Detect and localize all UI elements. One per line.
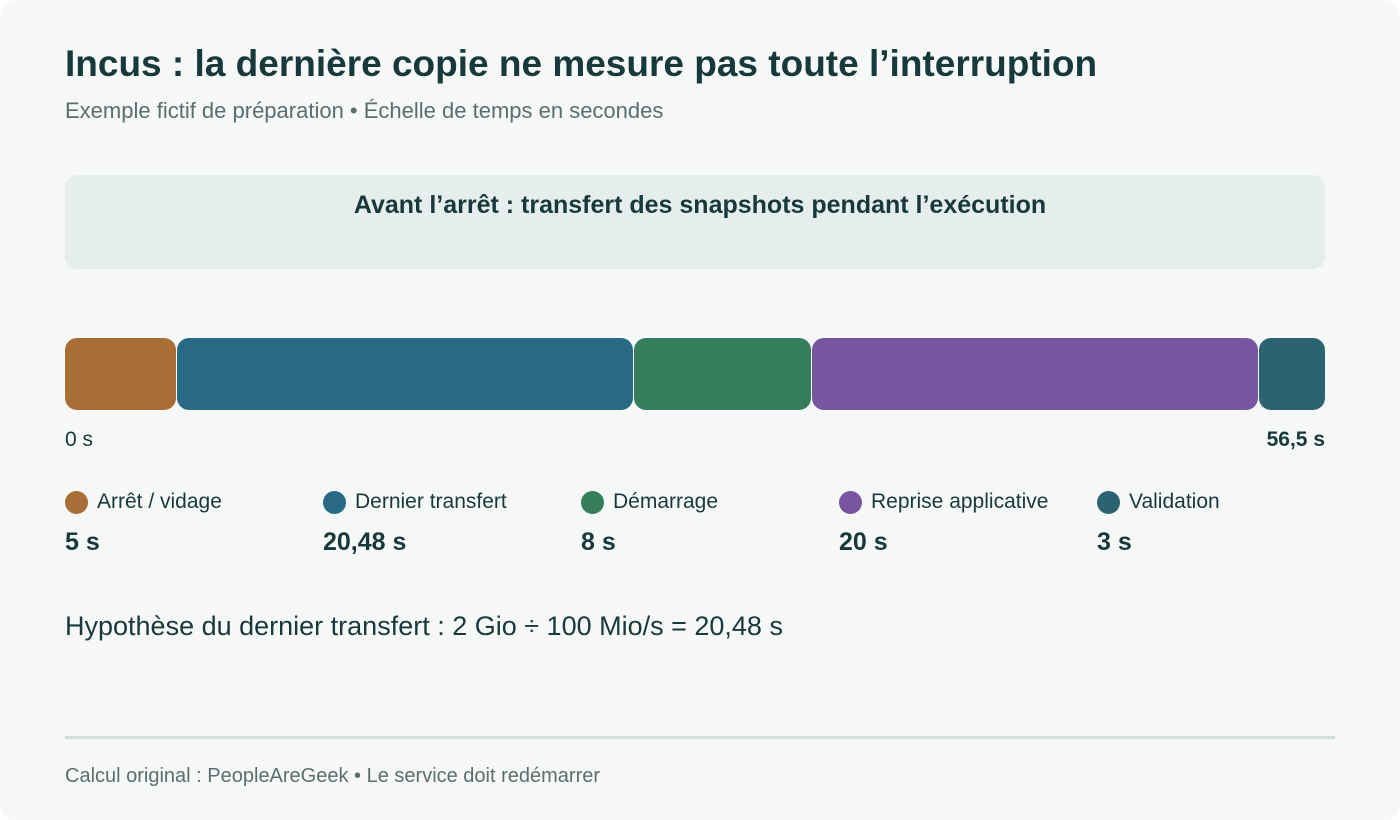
legend-label: Arrêt / vidage [97,490,222,513]
legend-item: Validation 3 s [1097,488,1347,557]
bar-segment [177,338,633,410]
axis-end-label: 56,5 s [1266,428,1325,451]
axis-start-label: 0 s [65,428,94,451]
legend-swatch [65,490,88,514]
bar-segment [812,338,1258,410]
legend-label: Dernier transfert [355,490,507,513]
legend-item: Reprise applicative 20 s [839,488,1089,557]
page-title: Incus : la dernière copie ne mesure pas … [65,43,1098,84]
legend-swatch [323,490,346,514]
legend-label: Démarrage [613,490,719,513]
footer-divider [65,736,1335,739]
legend: Arrêt / vidage 5 s Dernier transfert 20,48 … [65,488,1355,568]
phase-label: Avant l’arrêt : transfert des snapshots … [353,191,1047,219]
legend-item: Démarrage 8 s [581,488,831,557]
hypothesis-note: Hypothèse du dernier transfert : 2 Gio ÷… [65,611,783,641]
page-subtitle: Exemple fictif de préparation • Échelle … [65,98,664,123]
legend-value: 8 s [581,528,616,556]
legend-label: Reprise applicative [871,490,1049,513]
legend-swatch [581,490,604,514]
legend-swatch [1097,490,1120,514]
legend-item: Arrêt / vidage 5 s [65,488,315,557]
legend-item: Dernier transfert 20,48 s [323,488,573,557]
legend-swatch [839,490,862,514]
phase-banner [65,175,1325,269]
footer-note: Calcul original : PeopleAreGeek • Le ser… [65,765,601,787]
legend-value: 5 s [65,528,100,556]
legend-label: Validation [1129,490,1220,513]
bar-segment [65,338,177,410]
timeline-bar [65,338,1325,410]
bar-segment [1258,338,1325,410]
legend-value: 20 s [839,528,888,556]
legend-value: 3 s [1097,528,1132,556]
legend-value: 20,48 s [323,528,407,556]
bar-segment [633,338,812,410]
